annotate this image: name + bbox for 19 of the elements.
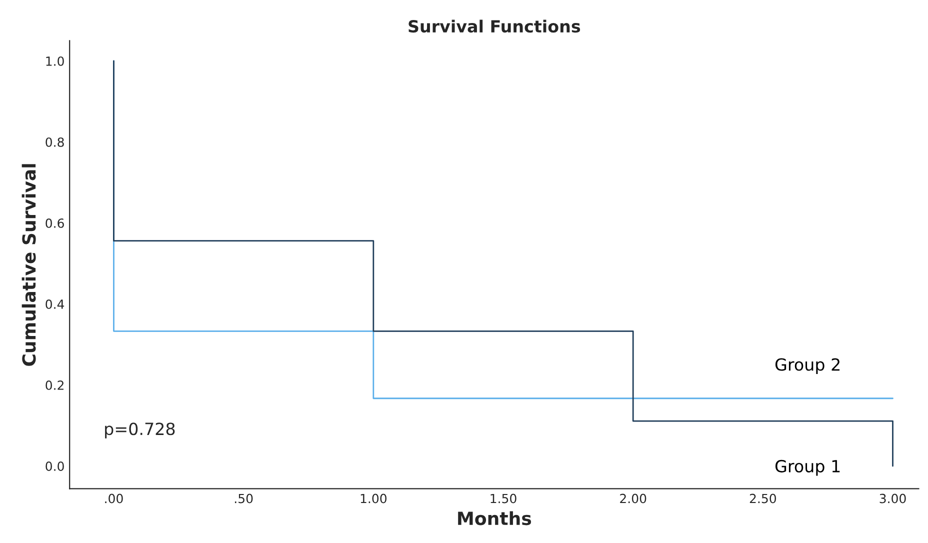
- x-tick-label: .00: [105, 494, 123, 504]
- y-tick-label: 0.8: [46, 137, 64, 147]
- y-tick-label: 0.0: [46, 461, 64, 471]
- x-tick-label: 2.50: [750, 494, 776, 504]
- y-tick-label: 0.2: [46, 380, 64, 390]
- x-tick-label: 3.00: [880, 494, 906, 504]
- chart-title: Survival Functions: [408, 20, 580, 33]
- text: Group 1: [775, 460, 840, 476]
- x-axis-title: Months: [458, 511, 532, 526]
- x-tick-label: 1.00: [360, 494, 386, 504]
- y-axis-title: Cumulative Survival: [22, 164, 36, 366]
- x-tick-label: .50: [234, 494, 253, 504]
- y-tick-label: 1.0: [46, 56, 64, 66]
- x-tick-label: 2.00: [620, 494, 646, 504]
- series-label: Group 2: [775, 358, 840, 374]
- y-tick-label: 0.4: [46, 299, 64, 309]
- annotation: p=0.728: [105, 422, 175, 438]
- x-tick-label: 1.50: [490, 494, 516, 504]
- y-tick-label: 0.6: [46, 218, 64, 228]
